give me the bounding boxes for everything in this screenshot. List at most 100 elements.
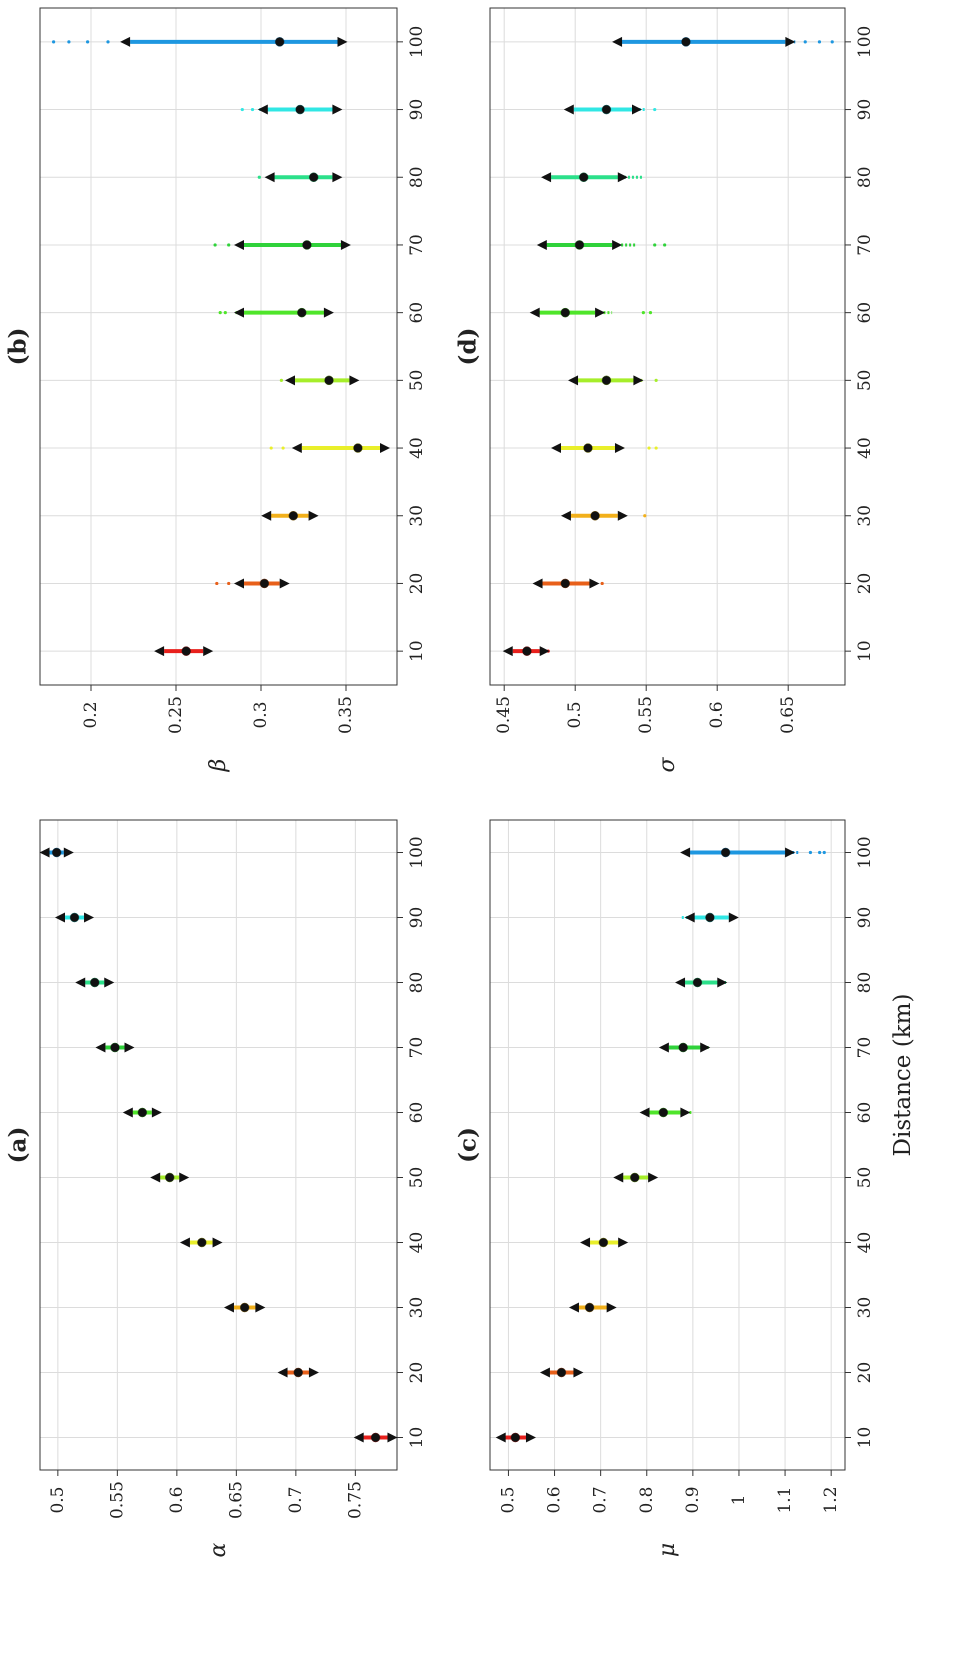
ci-arrow-high xyxy=(728,912,739,923)
distance-group-80 xyxy=(541,172,644,183)
ci-arrow-low xyxy=(179,1237,190,1248)
distance-group-50 xyxy=(613,1172,659,1183)
outlier-point xyxy=(653,243,657,247)
distance-group-20 xyxy=(539,1367,584,1378)
ci-arrow-low xyxy=(612,36,623,47)
median-point xyxy=(239,1302,250,1313)
tick-label-distance: 60 xyxy=(855,302,875,324)
tick-label-distance: 60 xyxy=(855,1102,875,1124)
ci-arrow-low xyxy=(154,646,165,657)
distance-group-100 xyxy=(680,847,826,858)
tick-label-distance: 70 xyxy=(855,234,875,256)
ci-arrow-low xyxy=(234,307,244,318)
ci-arrow-high xyxy=(539,646,550,657)
tick-label-value: 0.25 xyxy=(166,696,186,734)
distance-group-40 xyxy=(551,443,658,454)
ci-arrow-low xyxy=(541,172,552,183)
x-axis-label: Distance (km) xyxy=(890,994,916,1157)
median-point xyxy=(274,37,285,47)
tick-label-distance: 80 xyxy=(407,166,427,188)
ci-arrow-low xyxy=(580,1237,591,1248)
outlier-point xyxy=(106,40,110,44)
distance-group-10 xyxy=(502,646,550,657)
distance-group-80 xyxy=(675,977,728,988)
outlier-point xyxy=(86,40,90,44)
ci-arrow-high xyxy=(151,1107,162,1118)
tick-label-value: 0.2 xyxy=(81,701,101,728)
ci-arrow-low xyxy=(39,847,50,858)
ci-arrow-low xyxy=(560,510,571,521)
panel-b: 10 20 30 40 50 60 70 80 90 100 0.35 0.3 0.25 0.2 (b) β xyxy=(5,7,427,773)
median-point xyxy=(583,443,593,453)
median-point xyxy=(658,1107,669,1118)
tick-label-value: 0.5 xyxy=(565,701,585,728)
tick-label-distance: 50 xyxy=(855,1167,875,1189)
outlier-point xyxy=(223,311,227,315)
tick-label-distance: 20 xyxy=(855,573,875,595)
distance-group-80 xyxy=(257,172,343,183)
outlier-point xyxy=(643,514,647,518)
panel-title: (c) xyxy=(455,1127,482,1163)
outlier-point xyxy=(215,581,219,586)
median-point xyxy=(297,307,307,318)
tick-label-value: 0.65 xyxy=(778,696,798,734)
outlier-point xyxy=(279,378,283,382)
median-point xyxy=(51,847,62,858)
distance-group-60 xyxy=(639,1107,692,1118)
median-point xyxy=(584,1302,595,1313)
ci-arrow-high xyxy=(349,375,360,386)
panel-c: 10 20 30 40 50 60 70 80 90 100 1.2 1.1 1 0.9 0.8 0.7 0.6… xyxy=(455,819,875,1557)
outlier-point xyxy=(654,378,658,382)
tick-label-value: 0.5 xyxy=(48,1486,68,1513)
ci-arrow-high xyxy=(525,1432,536,1443)
ci-arrow-high xyxy=(212,1237,223,1248)
tick-label-distance: 100 xyxy=(407,836,427,868)
distance-group-40 xyxy=(580,1237,629,1248)
ci-arrow-high xyxy=(573,1367,584,1378)
distance-group-50 xyxy=(279,375,360,386)
ci-arrow-high xyxy=(337,36,348,47)
distance-group-50 xyxy=(568,375,658,386)
outlier-point xyxy=(250,107,255,112)
ci-arrow-low xyxy=(563,104,574,115)
median-point xyxy=(302,240,312,250)
median-point xyxy=(720,847,731,858)
value-axis-label: α xyxy=(206,1542,231,1557)
ci-arrow-high xyxy=(606,1302,617,1313)
ci-arrow-low xyxy=(680,847,691,858)
tick-label-distance: 100 xyxy=(855,26,875,58)
distance-group-50 xyxy=(150,1172,190,1183)
ci-arrow-high xyxy=(648,1172,659,1183)
ci-arrow-high xyxy=(680,1107,691,1118)
distance-group-30 xyxy=(568,1302,617,1313)
tick-label-distance: 60 xyxy=(407,1102,427,1124)
ci-arrow-low xyxy=(684,912,695,923)
ci-arrow-high xyxy=(380,443,390,454)
median-point xyxy=(288,511,299,521)
distance-group-100 xyxy=(39,847,74,858)
tick-label-distance: 10 xyxy=(855,640,875,662)
outlier-point xyxy=(227,581,231,586)
ci-arrow-low xyxy=(54,912,65,923)
value-axis-label: β xyxy=(206,759,231,773)
tick-label-value: 0.7 xyxy=(591,1486,611,1513)
plot-border xyxy=(39,7,398,686)
distance-group-70 xyxy=(95,1042,135,1053)
median-point xyxy=(259,578,270,589)
tick-label-distance: 40 xyxy=(855,1232,875,1254)
tick-label-distance: 90 xyxy=(407,907,427,929)
outlier-point xyxy=(822,850,826,855)
outlier-point xyxy=(647,446,651,450)
median-point xyxy=(293,1367,303,1378)
ci-arrow-high xyxy=(785,847,796,858)
ci-arrow-high xyxy=(595,307,606,318)
ci-arrow-low xyxy=(658,1042,669,1053)
tick-label-distance: 10 xyxy=(407,640,427,662)
outlier-point xyxy=(818,850,822,855)
tick-label-value: 0.35 xyxy=(336,696,356,734)
median-point xyxy=(324,375,334,386)
outlier-point xyxy=(218,311,222,315)
median-point xyxy=(692,977,703,988)
ci-arrow-low xyxy=(639,1107,650,1118)
panel-a: 10 20 30 40 50 60 70 80 90 100 0.75 0.7 0.65 0.6 0.55 0… xyxy=(5,819,427,1557)
